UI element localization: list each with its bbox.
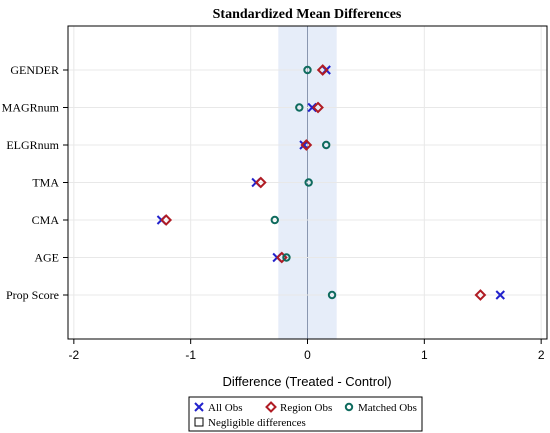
y-tick-label: TMA — [32, 176, 59, 190]
legend-marker — [194, 402, 204, 412]
marker-circle-elgrnum — [321, 140, 331, 150]
marker-x-elgrnum — [299, 140, 309, 150]
marker-diamond-cma — [160, 214, 173, 226]
y-tick-label: AGE — [34, 251, 59, 265]
marker-circle-tma — [304, 178, 313, 187]
chart-title: Standardized Mean Differences — [213, 7, 402, 22]
x-tick-label: 1 — [421, 348, 428, 362]
marker-circle-gender — [303, 65, 312, 75]
legend-marker — [344, 402, 354, 412]
marker-circle-prop-score — [327, 290, 337, 300]
x-tick-label: -2 — [69, 348, 80, 362]
y-tick-label: Prop Score — [6, 288, 59, 302]
marker-diamond-prop-score — [474, 289, 487, 301]
marker-circle-magrnum — [295, 103, 304, 112]
marker-diamond-gender — [316, 64, 329, 76]
legend-band-label: Negligible differences — [208, 417, 306, 429]
y-tick-label: GENDER — [10, 63, 59, 77]
legend-box — [188, 396, 423, 432]
y-tick-label: MAGRnum — [2, 101, 60, 115]
legend: All Obs Region Obs Matched Obs Negligible d… — [188, 396, 423, 432]
marker-circle-age — [282, 253, 291, 262]
legend-label: Region Obs — [280, 402, 332, 414]
y-tick-label: ELGRnum — [6, 138, 59, 152]
legend-label: All Obs — [208, 402, 243, 414]
marker-x-prop-score — [495, 290, 505, 300]
plot-area: GENDER MAGRnum ELGRnum TMA CMA AGE Prop Score -… — [2, 25, 548, 362]
marker-diamond-magrnum — [312, 101, 324, 114]
legend-band-swatch — [194, 417, 204, 427]
marker-circle-cma — [270, 215, 279, 225]
x-tick-label: -1 — [185, 348, 196, 362]
x-axis-label: Difference (Treated - Control) — [222, 374, 391, 389]
marker-diamond-age — [275, 251, 288, 264]
marker-diamond-elgrnum — [300, 139, 313, 151]
legend-marker — [265, 401, 277, 413]
legend-label: Matched Obs — [358, 402, 417, 414]
marker-diamond-tma — [254, 176, 267, 189]
y-tick-label: CMA — [32, 213, 60, 227]
x-tick-label: 0 — [304, 348, 311, 362]
x-tick-label: 2 — [538, 348, 545, 362]
